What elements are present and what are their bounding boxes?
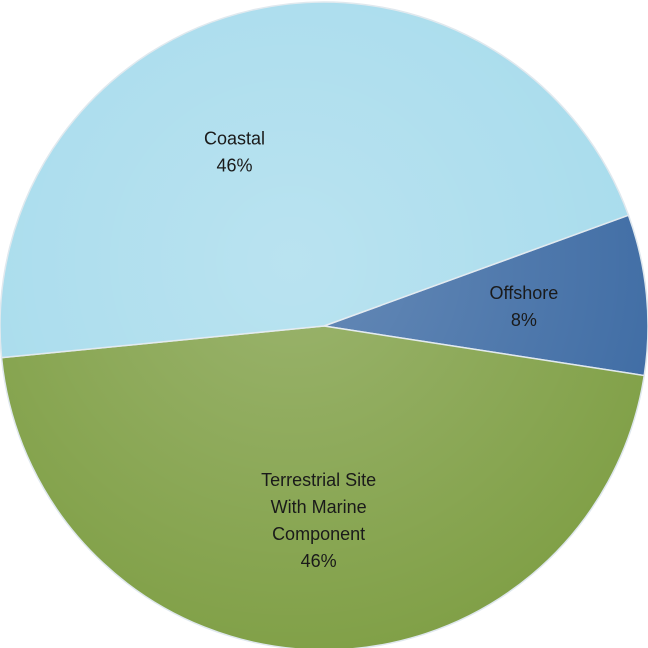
- slice-value-label: 46%: [216, 156, 252, 176]
- slice-category-label: With Marine: [271, 497, 367, 517]
- slice-value-label: 8%: [511, 310, 537, 330]
- slice-label-2: Terrestrial Site With Marine Component 46%: [261, 470, 376, 571]
- slice-category-label: Coastal: [204, 129, 265, 149]
- slice-category-label: Terrestrial Site: [261, 470, 376, 490]
- slice-category-label: Offshore: [490, 283, 559, 303]
- slice-value-label: 46%: [301, 551, 337, 571]
- pie-labels: Offshore 8% Terrestrial Site With Marine Com…: [204, 129, 558, 571]
- slice-category-label: Component: [272, 524, 365, 544]
- slice-label-3: Coastal 46%: [204, 129, 265, 176]
- slice-label-1: Offshore 8%: [490, 283, 559, 330]
